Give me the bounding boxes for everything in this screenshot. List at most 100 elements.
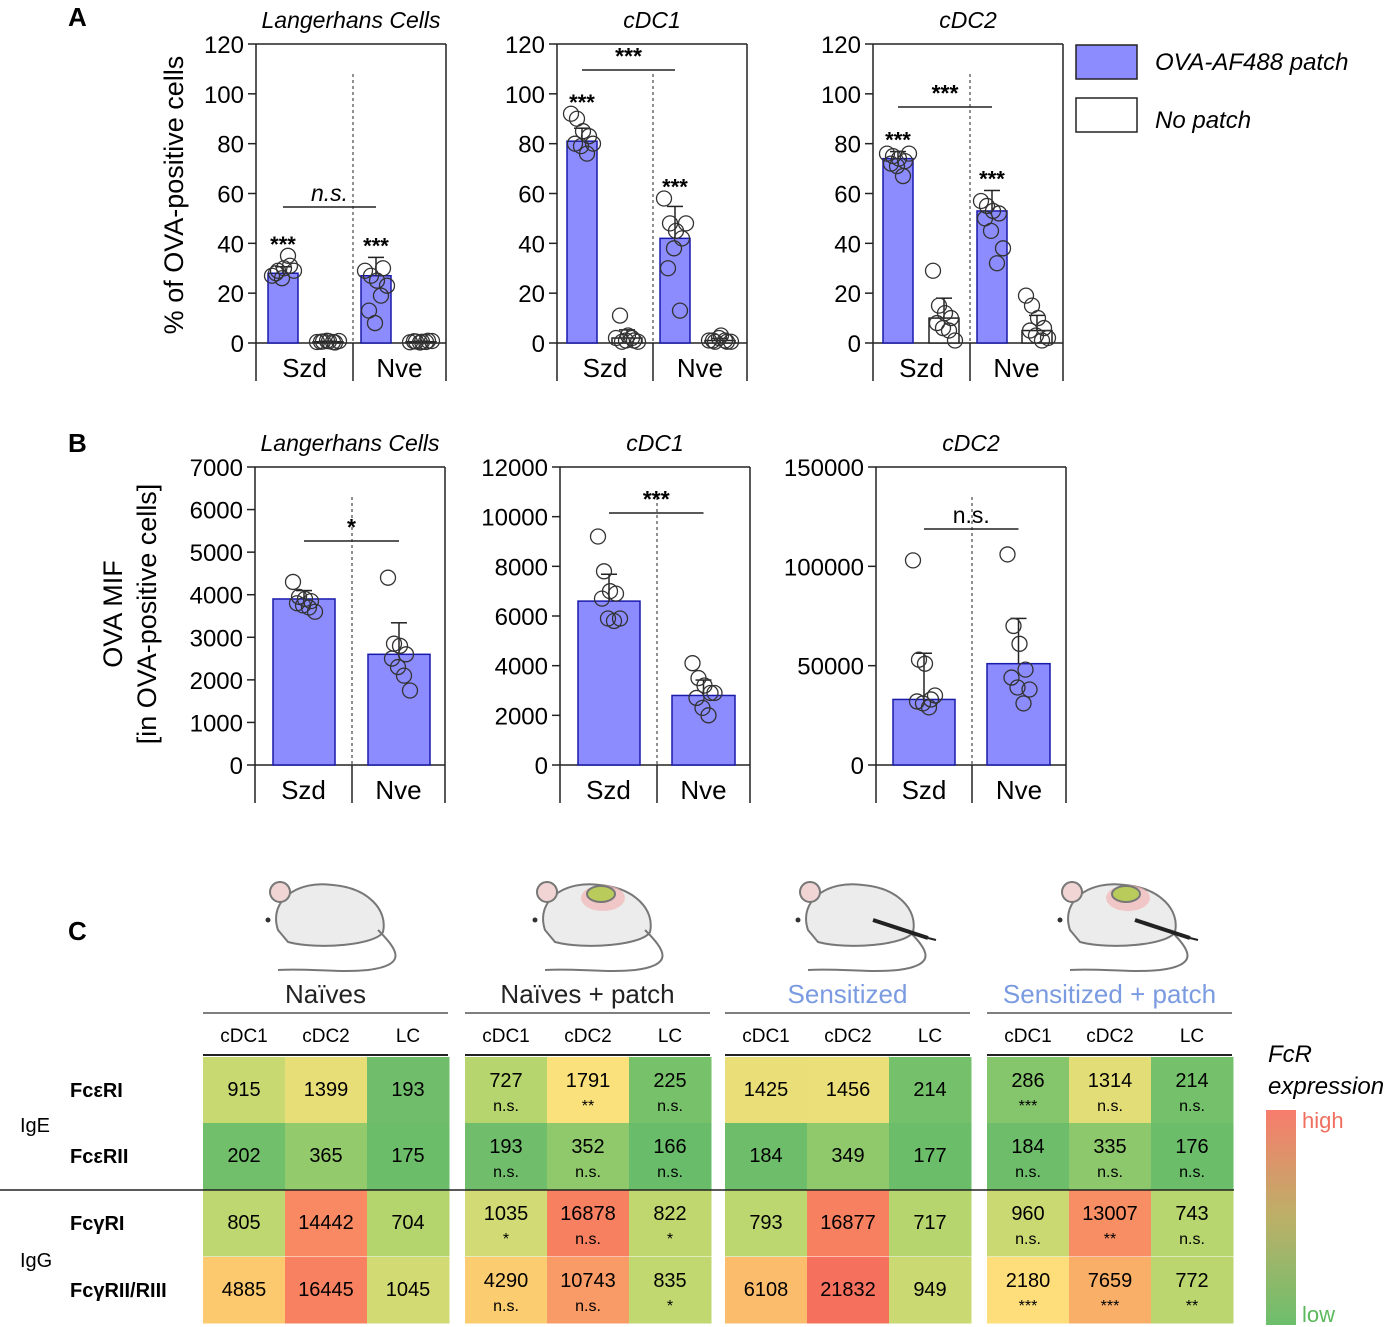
heat-cell	[1151, 1057, 1234, 1124]
data-point	[300, 599, 318, 616]
y-tick-label: 80	[217, 132, 244, 159]
class-label: IgG	[20, 1250, 52, 1272]
heat-cell-significance: n.s.	[1179, 1231, 1205, 1248]
data-point	[580, 128, 598, 145]
heat-cell-significance: n.s.	[1179, 1164, 1205, 1181]
heat-cell-value: 743	[1175, 1203, 1208, 1225]
color-scale: FcR expression high low	[1266, 1041, 1384, 1327]
charts: Langerhans Cells % of OVA-positive cells 0…	[98, 7, 1067, 805]
data-point	[362, 267, 380, 284]
column-header: cDC2	[824, 1026, 872, 1047]
data-point	[972, 192, 990, 210]
heat-cell	[725, 1123, 808, 1190]
data-point	[916, 655, 934, 672]
data-point	[584, 135, 602, 152]
heat-cell	[725, 1190, 808, 1257]
data-point	[978, 197, 996, 215]
y-axis-label: % of OVA-positive cells	[159, 56, 189, 335]
data-point	[988, 255, 1006, 272]
bar-significance: ***	[979, 166, 1005, 191]
data-point	[273, 270, 291, 287]
class-label: IgE	[20, 1115, 50, 1137]
heat-cell-significance: n.s.	[575, 1164, 601, 1181]
heat-cell	[1069, 1257, 1152, 1324]
mouse-icon-naive-patch	[532, 881, 664, 972]
bar-patch	[976, 210, 1008, 344]
bar-significance: ***	[270, 232, 296, 257]
mouse-icon-sensitized-patch	[1057, 881, 1199, 972]
heat-cell-value: 822	[653, 1203, 686, 1225]
chart-2: cDC2 0 20 40 60 80 100 120 Szd Nve *** *** ***	[821, 7, 1064, 383]
data-point	[926, 687, 944, 704]
data-point	[894, 167, 912, 185]
bar-patch	[671, 694, 736, 766]
heat-cell	[889, 1057, 972, 1124]
column-header: LC	[658, 1026, 682, 1047]
between-group-significance: ***	[615, 43, 642, 69]
y-tick-label: 100	[505, 82, 545, 109]
x-group-label: Szd	[282, 353, 327, 383]
data-point	[990, 205, 1008, 222]
y-tick-label: 12000	[481, 455, 548, 482]
heat-cell-value: 21832	[820, 1279, 876, 1301]
data-point	[655, 190, 673, 207]
heat-cell-value: 177	[913, 1145, 946, 1167]
bar-patch	[577, 600, 641, 766]
scale-gradient-bar	[1266, 1110, 1296, 1325]
data-point	[940, 322, 958, 339]
y-tick-label: 2000	[495, 703, 548, 730]
heat-cell	[367, 1190, 450, 1257]
data-point	[279, 247, 297, 264]
data-point	[1039, 329, 1057, 347]
x-group-label: Szd	[281, 775, 326, 805]
x-group-label: Nve	[376, 353, 422, 383]
heat-cell-value: 16445	[298, 1279, 354, 1301]
y-tick-label: 150000	[784, 455, 864, 482]
heat-cell-value: 7659	[1088, 1270, 1133, 1292]
mouse-icon-naive	[265, 881, 397, 972]
data-point	[562, 105, 580, 122]
x-group-label: Nve	[677, 353, 723, 383]
heat-cell	[367, 1123, 450, 1190]
data-point	[372, 287, 390, 304]
heat-cell-value: 915	[227, 1079, 260, 1101]
data-point	[700, 707, 717, 724]
group-header: Naïves + patch	[500, 979, 674, 1009]
column-header: LC	[1180, 1026, 1204, 1047]
data-point	[284, 573, 302, 591]
chart-title: cDC1	[623, 7, 681, 33]
data-point	[324, 333, 342, 351]
data-point	[330, 332, 348, 350]
heat-cell-value: 727	[489, 1070, 522, 1092]
y-tick-label: 0	[851, 753, 864, 780]
y-tick-label: 2000	[190, 668, 243, 695]
heat-cell-value: 175	[391, 1145, 424, 1167]
data-point	[688, 689, 705, 707]
y-tick-label: 100	[821, 82, 861, 109]
data-point	[378, 277, 396, 294]
data-point	[589, 528, 607, 545]
chart-0: Langerhans Cells % of OVA-positive cells 0…	[159, 7, 447, 383]
data-point	[671, 302, 689, 319]
y-tick-label: 120	[821, 32, 861, 59]
heat-cell-value: 193	[391, 1079, 424, 1101]
heat-cell-value: 717	[913, 1212, 946, 1234]
heat-cell-value: 184	[1011, 1136, 1044, 1158]
data-point	[263, 267, 281, 284]
bar-patch	[892, 698, 956, 766]
between-group-significance: ***	[643, 486, 670, 512]
group-header: Sensitized	[788, 979, 908, 1009]
heat-cell-significance: *	[667, 1231, 673, 1248]
heat-cell-value: 10743	[560, 1270, 616, 1292]
heat-cell-significance: n.s.	[493, 1164, 519, 1181]
data-point	[659, 260, 677, 277]
y-tick-label: 4000	[190, 583, 243, 610]
heat-cell	[725, 1057, 808, 1124]
data-point	[1009, 679, 1026, 696]
data-point	[302, 592, 320, 610]
heat-cell-significance: n.s.	[575, 1298, 601, 1315]
y-tick-label: 60	[518, 182, 545, 209]
heat-cell	[807, 1057, 890, 1124]
row-label: FcγRI	[70, 1213, 124, 1235]
heat-cell	[465, 1257, 548, 1324]
